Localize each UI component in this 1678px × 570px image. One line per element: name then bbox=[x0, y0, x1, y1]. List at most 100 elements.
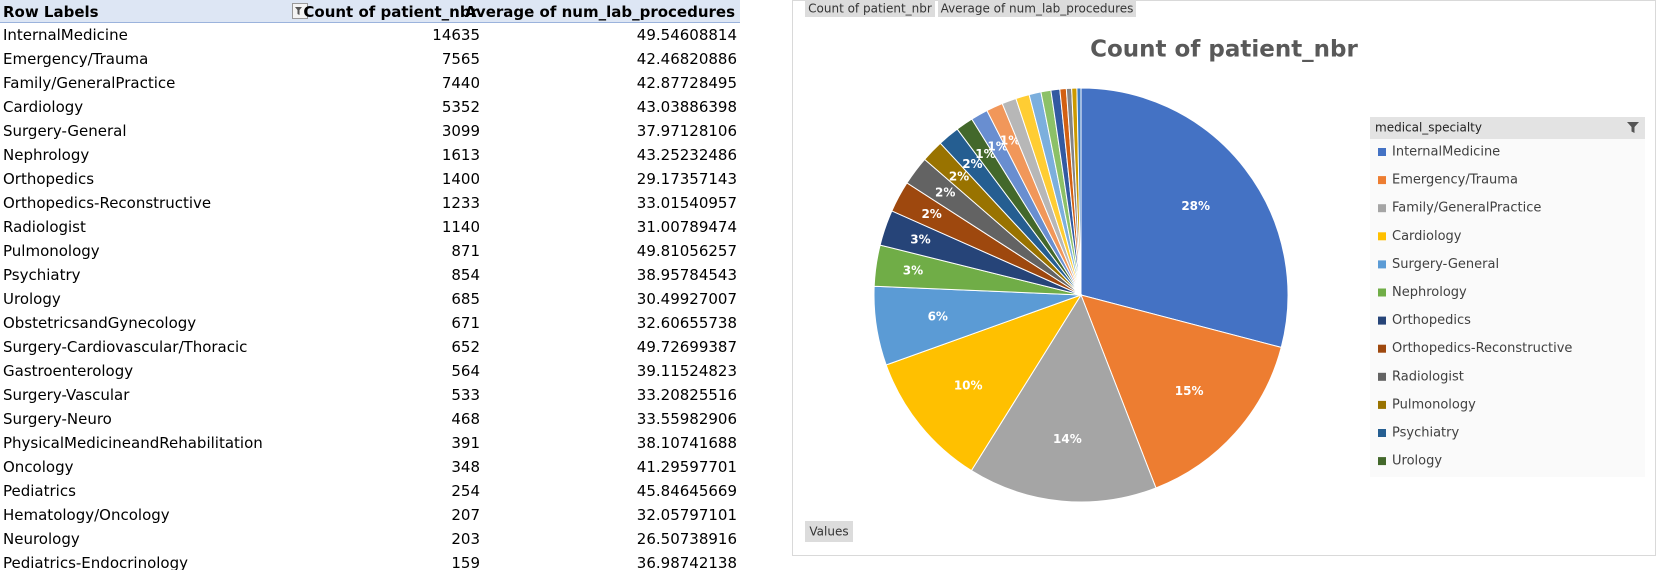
legend-swatch bbox=[1378, 429, 1386, 437]
table-cell: 1613 bbox=[441, 146, 480, 164]
table-cell: 38.10741688 bbox=[636, 434, 737, 452]
legend-label: Psychiatry bbox=[1392, 426, 1459, 441]
data-label: 2% bbox=[921, 207, 941, 221]
legend-label: Emergency/Trauma bbox=[1392, 173, 1518, 188]
legend-label: Radiologist bbox=[1392, 369, 1464, 384]
data-label: 6% bbox=[928, 309, 948, 323]
data-label: 1% bbox=[1000, 133, 1020, 147]
legend-swatch bbox=[1378, 288, 1386, 297]
table-cell: Psychiatry bbox=[3, 266, 81, 284]
table-cell: 533 bbox=[451, 386, 480, 404]
field-button[interactable] bbox=[805, 0, 935, 17]
table-cell: 671 bbox=[451, 314, 480, 332]
values-button[interactable] bbox=[805, 521, 853, 542]
table-row: InternalMedicine 14635 49.54608814 bbox=[0, 23, 740, 47]
table-cell: 254 bbox=[451, 482, 480, 500]
table-cell: Urology bbox=[3, 290, 61, 308]
table-row: Orthopedics-Reconstructive 1233 33.0154095… bbox=[0, 191, 740, 215]
data-label: 1% bbox=[987, 140, 1007, 154]
table-cell: ObstetricsandGynecology bbox=[3, 314, 197, 332]
table-cell: 36.98742138 bbox=[636, 554, 737, 570]
table-cell: Nephrology bbox=[3, 146, 90, 164]
pie-slice bbox=[885, 294, 1083, 472]
table-cell: Orthopedics-Reconstructive bbox=[3, 194, 212, 212]
table-row: Psychiatry 854 38.95784543 bbox=[0, 263, 740, 287]
table-row: Nephrology 1613 43.25232486 bbox=[0, 143, 740, 167]
data-label: 2% bbox=[949, 169, 969, 183]
table-cell: 39.11524823 bbox=[636, 362, 737, 380]
data-label: 28% bbox=[1181, 199, 1210, 213]
table-cell: 49.72699387 bbox=[636, 338, 737, 356]
table-row: Pediatrics 254 45.84645669 bbox=[0, 479, 740, 503]
table-cell: Surgery-Vascular bbox=[3, 386, 130, 404]
legend-swatch bbox=[1378, 260, 1386, 269]
data-label: 2% bbox=[962, 157, 982, 171]
filter-button[interactable] bbox=[292, 3, 308, 19]
table-cell: InternalMedicine bbox=[3, 26, 128, 44]
table-row: Surgery-Cardiovascular/Thoracic 652 49.726… bbox=[0, 335, 740, 359]
table-cell: 207 bbox=[451, 506, 480, 524]
table-cell: Pediatrics bbox=[3, 482, 76, 500]
table-row: Oncology 348 41.29597701 bbox=[0, 455, 740, 479]
table-cell: 871 bbox=[451, 242, 480, 260]
table-cell: 391 bbox=[451, 434, 480, 452]
table-cell: 159 bbox=[451, 554, 480, 570]
table-cell: 32.05797101 bbox=[636, 506, 737, 524]
pie-slice bbox=[1080, 294, 1282, 489]
legend-swatch bbox=[1378, 316, 1386, 325]
legend-label: Cardiology bbox=[1392, 229, 1462, 244]
header-row: Row Labels Count of patient_nbr Average … bbox=[0, 0, 740, 23]
chart: Count of patient_nbr Average of num_lab_… bbox=[792, 0, 1656, 556]
table-cell: Surgery-Neuro bbox=[3, 410, 112, 428]
table-row: Surgery-General 3099 37.97128106 bbox=[0, 119, 740, 143]
legend-label: Nephrology bbox=[1392, 285, 1467, 300]
legend-swatch bbox=[1378, 176, 1386, 185]
table-row: Urology 685 30.49927007 bbox=[0, 287, 740, 311]
table-cell: Family/GeneralPractice bbox=[3, 74, 176, 92]
table-cell: 203 bbox=[451, 530, 480, 548]
legend-label: Surgery-General bbox=[1392, 257, 1499, 272]
legend-filter[interactable] bbox=[1627, 122, 1639, 133]
field-button-label: Count of patient_nbr bbox=[808, 2, 932, 16]
header-cell: Average of num_lab_procedures bbox=[464, 3, 735, 21]
legend-label: Urology bbox=[1392, 454, 1442, 469]
values-button-label: Values bbox=[809, 525, 848, 539]
table-cell: Hematology/Oncology bbox=[3, 506, 170, 524]
legend-swatch bbox=[1378, 400, 1386, 409]
table-row: Gastroenterology 564 39.11524823 bbox=[0, 359, 740, 383]
table-cell: 38.95784543 bbox=[636, 266, 737, 284]
field-button[interactable] bbox=[938, 0, 1136, 17]
table-row: Hematology/Oncology 207 32.05797101 bbox=[0, 503, 740, 527]
header-cell: Count of patient_nbr bbox=[303, 3, 478, 21]
table-cell: 1233 bbox=[441, 194, 480, 212]
table-row: Pediatrics-Endocrinology 159 36.98742138 bbox=[0, 551, 740, 570]
table-row: Emergency/Trauma 7565 42.46820886 bbox=[0, 47, 740, 71]
table-cell: Pulmonology bbox=[3, 242, 100, 260]
legend-label: Family/GeneralPractice bbox=[1392, 201, 1541, 216]
table-cell: 49.81056257 bbox=[636, 242, 737, 260]
table-cell: Pediatrics-Endocrinology bbox=[3, 554, 189, 570]
data-label: 1% bbox=[975, 147, 995, 161]
table-row: Surgery-Neuro 468 33.55982906 bbox=[0, 407, 740, 431]
table-row: Radiologist 1140 31.00789474 bbox=[0, 215, 740, 239]
legend-swatch bbox=[1378, 344, 1386, 353]
table-cell: 41.29597701 bbox=[636, 458, 737, 476]
table-cell: 468 bbox=[451, 410, 480, 428]
table-cell: Orthopedics bbox=[3, 170, 95, 188]
table-cell: 652 bbox=[451, 338, 480, 356]
table-cell: 31.00789474 bbox=[636, 218, 737, 236]
table-cell: 7565 bbox=[441, 50, 480, 68]
table-row: Surgery-Vascular 533 33.20825516 bbox=[0, 383, 740, 407]
table-cell: 43.03886398 bbox=[636, 98, 737, 116]
table-row: Cardiology 5352 43.03886398 bbox=[0, 95, 740, 119]
table-cell: 3099 bbox=[441, 122, 480, 140]
legend-swatch bbox=[1378, 148, 1386, 156]
table-cell: 42.46820886 bbox=[636, 50, 737, 68]
pie-slice bbox=[1076, 87, 1082, 296]
legend bbox=[1370, 117, 1645, 477]
legend-label: Pulmonology bbox=[1392, 397, 1476, 412]
table-cell: Cardiology bbox=[3, 98, 84, 116]
legend-label: Orthopedics-Reconstructive bbox=[1392, 341, 1572, 356]
table-cell: Gastroenterology bbox=[3, 362, 134, 380]
data-label: 15% bbox=[1175, 384, 1204, 398]
